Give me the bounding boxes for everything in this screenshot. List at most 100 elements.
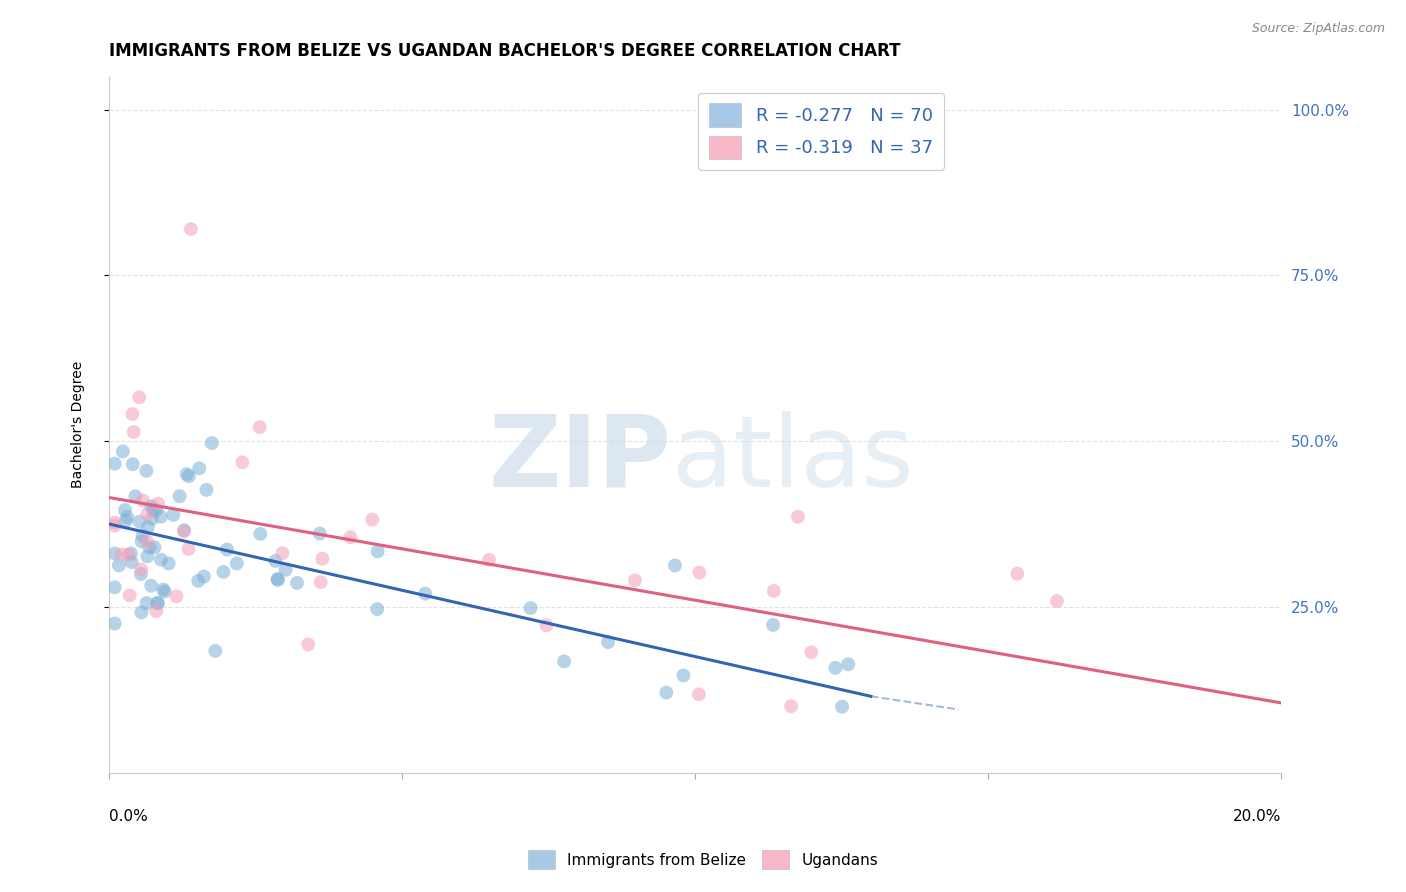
Point	[204, 644, 226, 658]
Point	[141, 512, 163, 526]
Point	[129, 567, 152, 582]
Point	[117, 548, 139, 562]
Point	[136, 534, 159, 549]
Point	[146, 596, 169, 610]
Point	[131, 534, 153, 549]
Point	[831, 699, 853, 714]
Point	[121, 555, 143, 569]
Point	[519, 601, 541, 615]
Point	[311, 551, 333, 566]
Point	[152, 582, 174, 597]
Point	[309, 575, 332, 590]
Point	[118, 589, 141, 603]
Point	[132, 493, 155, 508]
Point	[146, 497, 169, 511]
Point	[800, 645, 823, 659]
Point	[249, 420, 271, 434]
Text: Source: ZipAtlas.com: Source: ZipAtlas.com	[1251, 22, 1385, 36]
Point	[837, 657, 859, 672]
Point	[824, 661, 846, 675]
Point	[367, 544, 389, 558]
Point	[366, 602, 388, 616]
Point	[413, 586, 436, 600]
Text: 20.0%: 20.0%	[1233, 809, 1281, 824]
Point	[762, 618, 785, 632]
Point	[136, 520, 159, 534]
Point	[780, 699, 803, 714]
Point	[215, 542, 238, 557]
Point	[136, 549, 159, 564]
Point	[120, 546, 142, 560]
Legend: R = -0.277   N = 70, R = -0.319   N = 37: R = -0.277 N = 70, R = -0.319 N = 37	[699, 93, 943, 169]
Text: atlas: atlas	[672, 411, 912, 508]
Point	[136, 507, 159, 521]
Point	[157, 557, 180, 571]
Point	[536, 618, 558, 632]
Point	[672, 668, 695, 682]
Point	[104, 546, 127, 560]
Point	[104, 457, 127, 471]
Point	[176, 467, 198, 482]
Point	[104, 518, 127, 533]
Point	[124, 489, 146, 503]
Point	[111, 444, 134, 458]
Point	[143, 540, 166, 554]
Point	[104, 580, 127, 594]
Point	[339, 530, 361, 544]
Point	[173, 523, 195, 537]
Point	[142, 503, 165, 517]
Point	[128, 515, 150, 529]
Point	[135, 596, 157, 610]
Point	[249, 527, 271, 541]
Point	[153, 584, 176, 599]
Point	[104, 616, 127, 631]
Point	[308, 526, 330, 541]
Point	[225, 557, 247, 571]
Y-axis label: Bachelor's Degree: Bachelor's Degree	[72, 361, 86, 488]
Point	[193, 569, 215, 583]
Point	[108, 558, 131, 573]
Point	[149, 509, 172, 524]
Point	[173, 524, 195, 539]
Point	[195, 483, 218, 497]
Point	[188, 461, 211, 475]
Point	[187, 574, 209, 588]
Point	[122, 425, 145, 439]
Point	[264, 554, 287, 568]
Point	[762, 583, 785, 598]
Text: 0.0%: 0.0%	[108, 809, 148, 824]
Point	[177, 541, 200, 556]
Point	[231, 455, 253, 469]
Point	[146, 597, 169, 611]
Point	[180, 222, 202, 236]
Point	[688, 566, 710, 580]
Point	[271, 546, 294, 560]
Point	[664, 558, 686, 573]
Point	[166, 590, 188, 604]
Point	[135, 464, 157, 478]
Point	[104, 516, 127, 530]
Point	[114, 503, 136, 517]
Point	[129, 562, 152, 576]
Point	[145, 503, 167, 517]
Point	[201, 436, 224, 450]
Point	[267, 573, 290, 587]
Text: ZIP: ZIP	[489, 411, 672, 508]
Point	[274, 563, 297, 577]
Point	[141, 579, 163, 593]
Point	[212, 565, 235, 579]
Point	[141, 500, 163, 514]
Point	[114, 514, 136, 528]
Point	[169, 489, 191, 503]
Legend: Immigrants from Belize, Ugandans: Immigrants from Belize, Ugandans	[522, 844, 884, 875]
Point	[138, 541, 160, 555]
Point	[145, 604, 167, 618]
Point	[162, 508, 184, 522]
Point	[1046, 594, 1069, 608]
Point	[128, 390, 150, 404]
Point	[655, 685, 678, 699]
Point	[688, 687, 710, 701]
Point	[131, 528, 153, 542]
Point	[297, 637, 319, 651]
Point	[121, 457, 143, 471]
